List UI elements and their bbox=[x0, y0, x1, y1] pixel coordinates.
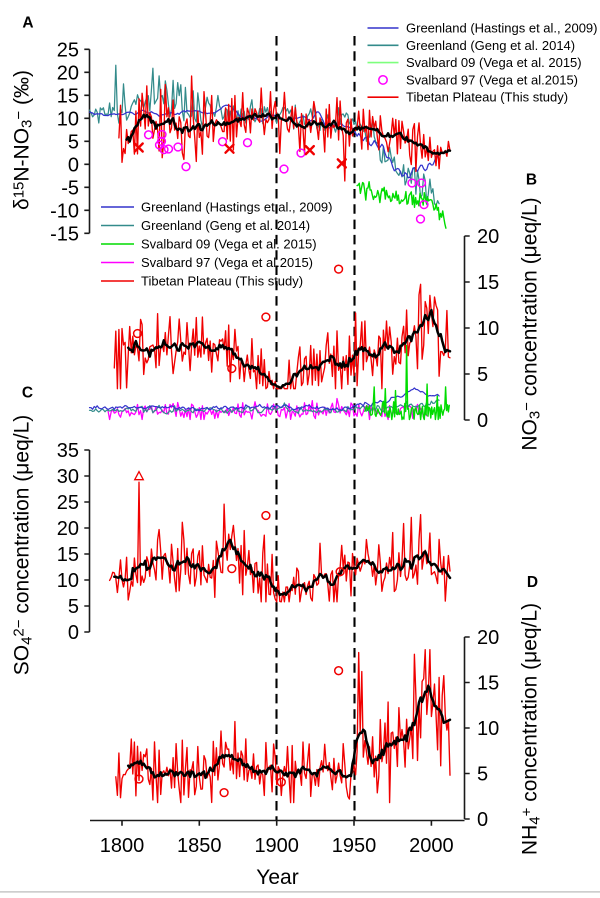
svg-text:10: 10 bbox=[477, 318, 499, 340]
svg-text:B: B bbox=[526, 172, 537, 189]
svg-text:25: 25 bbox=[57, 39, 79, 61]
svg-text:-10: -10 bbox=[50, 200, 79, 222]
svg-text:15: 15 bbox=[57, 544, 79, 566]
svg-text:Greenland (Geng et al. 2014): Greenland (Geng et al. 2014) bbox=[406, 38, 575, 53]
svg-text:5: 5 bbox=[68, 596, 79, 618]
svg-text:15: 15 bbox=[477, 272, 499, 294]
svg-text:20: 20 bbox=[477, 226, 499, 248]
svg-text:20: 20 bbox=[477, 627, 499, 649]
svg-text:1950: 1950 bbox=[332, 835, 377, 857]
svg-text:Greenland (Hastings et al., 20: Greenland (Hastings et al., 2009) bbox=[406, 21, 598, 36]
svg-text:20: 20 bbox=[57, 62, 79, 84]
svg-text:Greenland (Hastings et al., 20: Greenland (Hastings et al., 2009) bbox=[141, 200, 333, 215]
svg-text:10: 10 bbox=[57, 570, 79, 592]
svg-text:Svalbard 09 (Vega et al. 2015): Svalbard 09 (Vega et al. 2015) bbox=[141, 237, 317, 252]
svg-text:-15: -15 bbox=[50, 223, 79, 245]
svg-text:-5: -5 bbox=[61, 177, 79, 199]
svg-text:5: 5 bbox=[477, 764, 488, 786]
svg-text:1900: 1900 bbox=[254, 835, 299, 857]
svg-text:Year: Year bbox=[256, 866, 298, 889]
svg-text:10: 10 bbox=[477, 718, 499, 740]
svg-text:0: 0 bbox=[477, 410, 488, 432]
svg-text:0: 0 bbox=[68, 622, 79, 644]
svg-text:30: 30 bbox=[57, 466, 79, 488]
svg-text:0: 0 bbox=[68, 154, 79, 176]
svg-text:NH4+ concentration (μeq/L): NH4+ concentration (μeq/L) bbox=[518, 603, 543, 855]
svg-text:1850: 1850 bbox=[177, 835, 222, 857]
svg-text:20: 20 bbox=[57, 518, 79, 540]
svg-text:35: 35 bbox=[57, 440, 79, 462]
svg-text:C: C bbox=[22, 385, 33, 402]
svg-text:15: 15 bbox=[477, 673, 499, 695]
svg-text:D: D bbox=[527, 574, 538, 591]
svg-text:15: 15 bbox=[57, 85, 79, 107]
svg-text:A: A bbox=[22, 15, 33, 32]
svg-text:Greenland (Geng et al. 2014): Greenland (Geng et al. 2014) bbox=[141, 218, 310, 233]
svg-text:0: 0 bbox=[477, 809, 488, 831]
svg-text:1800: 1800 bbox=[100, 835, 145, 857]
svg-text:Svalbard 97 (Vega et al.2015): Svalbard 97 (Vega et al.2015) bbox=[141, 255, 313, 270]
svg-text:Tibetan Plateau (This study): Tibetan Plateau (This study) bbox=[141, 274, 303, 289]
svg-text:5: 5 bbox=[68, 131, 79, 153]
svg-text:5: 5 bbox=[477, 364, 488, 386]
svg-text:Tibetan Plateau (This study): Tibetan Plateau (This study) bbox=[406, 90, 568, 105]
svg-text:2000: 2000 bbox=[409, 835, 454, 857]
svg-text:Svalbard 97 (Vega et al.2015): Svalbard 97 (Vega et al.2015) bbox=[406, 72, 578, 87]
svg-text:10: 10 bbox=[57, 108, 79, 130]
svg-text:25: 25 bbox=[57, 492, 79, 514]
svg-text:Svalbard 09 (Vega et al. 2015): Svalbard 09 (Vega et al. 2015) bbox=[406, 55, 582, 70]
